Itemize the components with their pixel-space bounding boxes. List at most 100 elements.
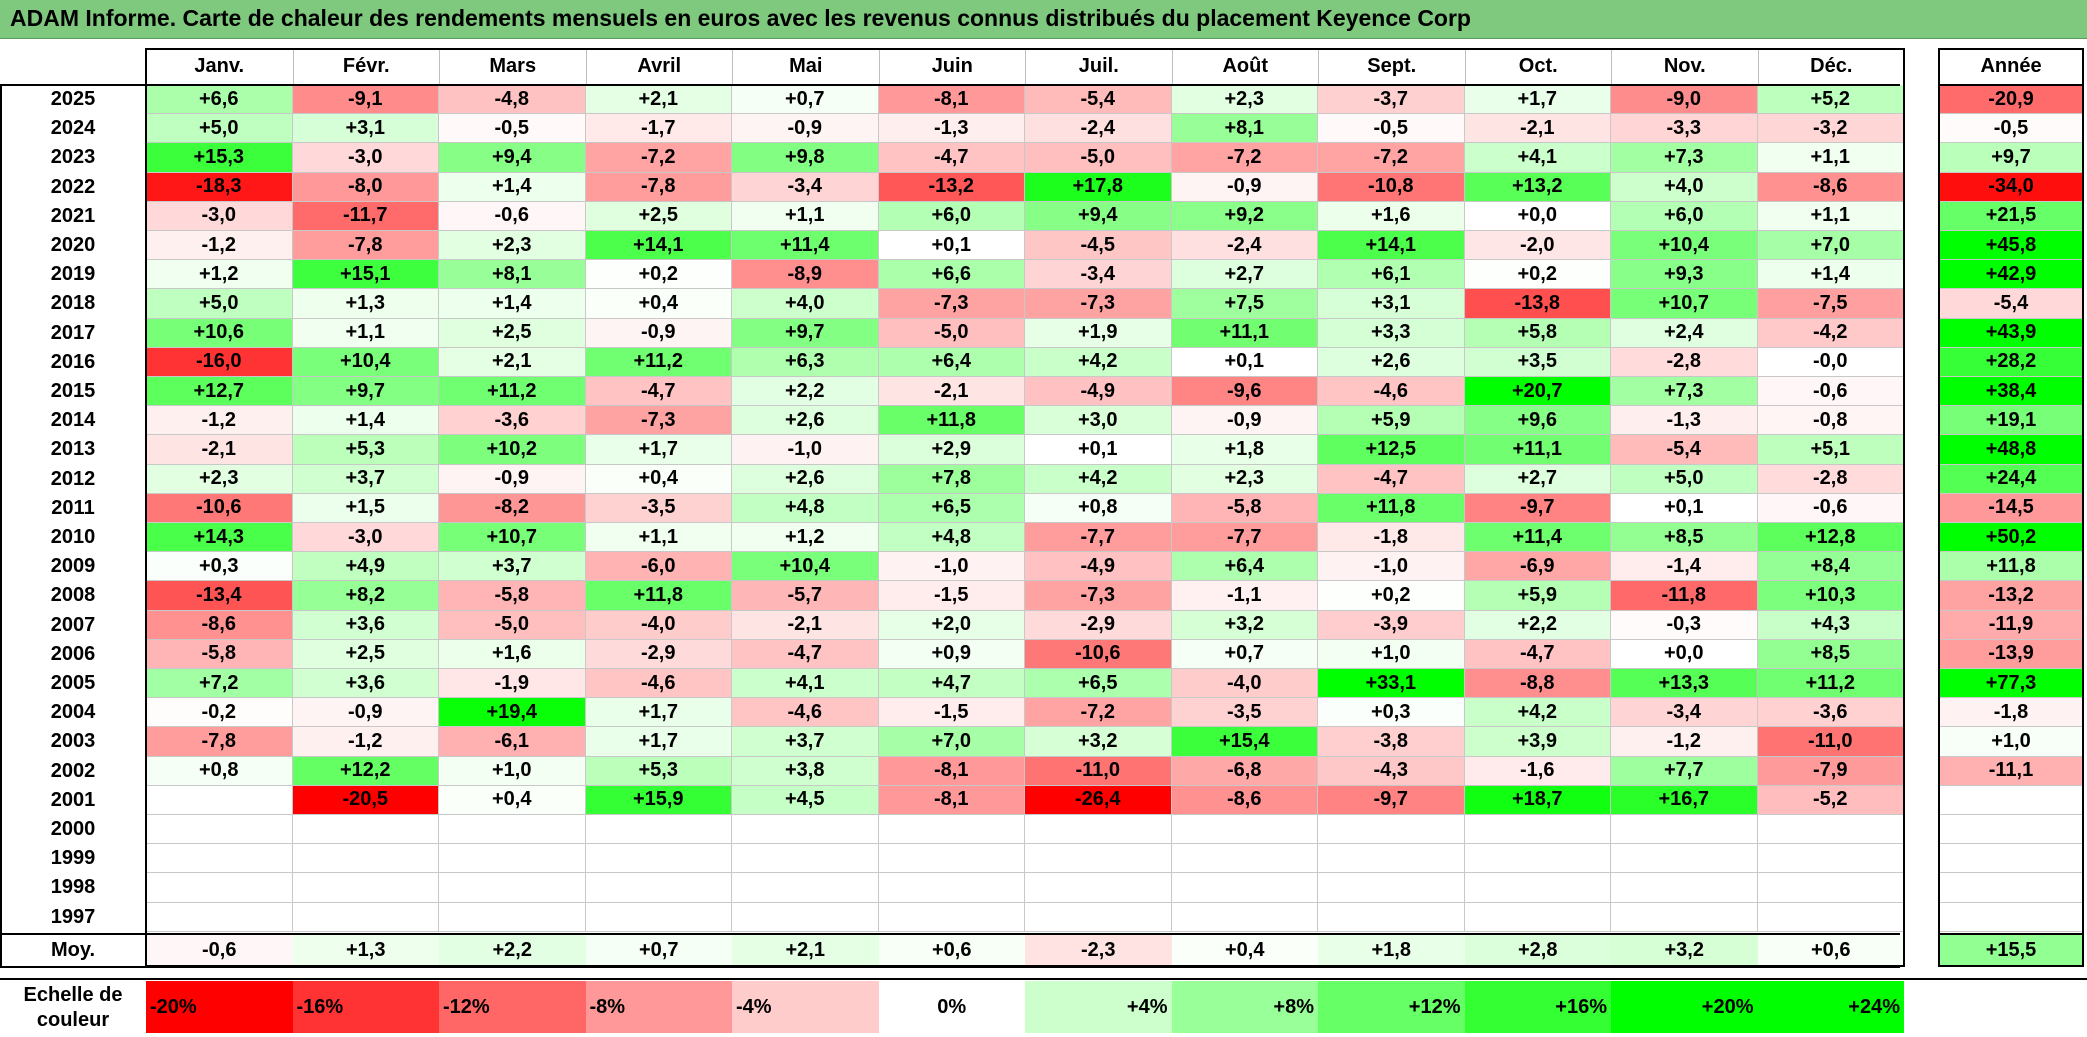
left-border — [0, 84, 2, 967]
average-cell: +0,6 — [1757, 934, 1904, 967]
heatmap-cell: +4,8 — [732, 493, 879, 523]
heatmap-cell: +5,2 — [1757, 85, 1904, 115]
heatmap-cell: +18,7 — [1464, 785, 1611, 815]
heatmap-cell: -26,4 — [1025, 785, 1172, 815]
heatmap-cell: +4,0 — [732, 289, 879, 319]
heatmap-cell: +0,8 — [146, 756, 293, 786]
year-label: 2016 — [50, 350, 96, 373]
heatmap-cell: +9,7 — [292, 377, 439, 407]
heatmap-cell: +4,2 — [1464, 698, 1611, 728]
heatmap-cell: +12,8 — [1757, 523, 1904, 553]
heatmap-cell: -7,8 — [292, 231, 439, 261]
annual-cell — [1938, 902, 2084, 932]
annual-cell: +43,9 — [1938, 318, 2084, 348]
heatmap-cell: -4,7 — [1464, 639, 1611, 669]
heatmap-cell: -8,6 — [1757, 172, 1904, 202]
year-label: 1999 — [50, 847, 96, 870]
heatmap-cell: -20,5 — [292, 785, 439, 815]
heatmap-cell: +4,9 — [292, 552, 439, 582]
heatmap-cell — [439, 815, 586, 845]
heatmap-cell: -1,6 — [1464, 756, 1611, 786]
heatmap-cell: -4,9 — [1025, 377, 1172, 407]
heatmap-cell: -4,7 — [585, 377, 732, 407]
year-label: 2021 — [50, 204, 96, 227]
heatmap-cell: +0,7 — [1171, 639, 1318, 669]
annual-cell: +11,8 — [1938, 552, 2084, 582]
heatmap-cell: -4,7 — [878, 143, 1025, 173]
heatmap-cell: +6,0 — [878, 201, 1025, 231]
heatmap-cell: -8,9 — [732, 260, 879, 290]
heatmap-cell: -1,3 — [878, 114, 1025, 144]
heatmap-cell: +3,0 — [1025, 406, 1172, 436]
heatmap-cell: -1,5 — [878, 581, 1025, 611]
heatmap-cell: -2,1 — [878, 377, 1025, 407]
heatmap-cell: -4,3 — [1318, 756, 1465, 786]
heatmap-cell: +7,5 — [1171, 289, 1318, 319]
heatmap-cell: -7,5 — [1757, 289, 1904, 319]
heatmap-cell: -1,2 — [292, 727, 439, 757]
heatmap-cell: +9,4 — [439, 143, 586, 173]
heatmap-cell — [1171, 873, 1318, 903]
heatmap-cell: -6,8 — [1171, 756, 1318, 786]
heatmap-cell: +2,9 — [878, 435, 1025, 465]
heatmap-cell: +4,0 — [1611, 172, 1758, 202]
annual-cell: +1,0 — [1938, 727, 2084, 757]
heatmap-cell: -0,5 — [439, 114, 586, 144]
heatmap-cell: +2,2 — [732, 377, 879, 407]
average-annual-cell: +15,5 — [1938, 934, 2084, 967]
heatmap-cell: +0,1 — [1171, 347, 1318, 377]
heatmap-cell: -5,4 — [1025, 85, 1172, 115]
heatmap-cell: +2,0 — [878, 610, 1025, 640]
average-cell: +2,2 — [439, 934, 586, 967]
heatmap-cell — [732, 902, 879, 932]
annual-cell — [1938, 844, 2084, 874]
heatmap-cell: -13,8 — [1464, 289, 1611, 319]
heatmap-cell: -5,8 — [439, 581, 586, 611]
heatmap-cell: +1,4 — [292, 406, 439, 436]
heatmap-cell: +1,1 — [585, 523, 732, 553]
annual-cell — [1938, 815, 2084, 845]
annual-cell: +42,9 — [1938, 260, 2084, 290]
color-scale-title: Echelle de couleur — [23, 984, 123, 1031]
annual-cell: +21,5 — [1938, 201, 2084, 231]
heatmap-cell: -7,7 — [1025, 523, 1172, 553]
heatmap-cell: +9,6 — [1464, 406, 1611, 436]
heatmap-cell: +7,7 — [1611, 756, 1758, 786]
annual-cell — [1938, 873, 2084, 903]
heatmap-cell: -0,9 — [439, 464, 586, 494]
heatmap-cell — [1757, 902, 1904, 932]
heatmap-cell: +0,1 — [1025, 435, 1172, 465]
month-header: Oct. — [1464, 48, 1612, 84]
annual-cell: +50,2 — [1938, 523, 2084, 553]
heatmap-cell: +8,2 — [292, 581, 439, 611]
heatmap-cell: +2,6 — [732, 406, 879, 436]
heatmap-cell: -5,0 — [1025, 143, 1172, 173]
heatmap-cell: -4,9 — [1025, 552, 1172, 582]
heatmap-cell: +2,6 — [1318, 347, 1465, 377]
heatmap-cell: +10,4 — [732, 552, 879, 582]
year-label: 2017 — [50, 321, 96, 344]
heatmap-cell: +3,3 — [1318, 318, 1465, 348]
heatmap-cell: -4,5 — [1025, 231, 1172, 261]
heatmap-cell — [1025, 873, 1172, 903]
heatmap-cell: +5,1 — [1757, 435, 1904, 465]
heatmap-cell: +2,6 — [732, 464, 879, 494]
heatmap-cell — [1464, 815, 1611, 845]
heatmap-cell: -0,9 — [292, 698, 439, 728]
heatmap-cell: +1,1 — [732, 201, 879, 231]
heatmap-cell — [1611, 902, 1758, 932]
month-header: Nov. — [1611, 48, 1758, 84]
heatmap-cell — [1757, 873, 1904, 903]
heatmap-cell: +1,0 — [439, 756, 586, 786]
heatmap-cell: +10,4 — [1611, 231, 1758, 261]
heatmap-cell: +8,1 — [1171, 114, 1318, 144]
heatmap-cell: +2,3 — [1171, 85, 1318, 115]
heatmap-cell: +6,6 — [146, 85, 293, 115]
color-scale-step: -20% — [146, 981, 293, 1033]
heatmap-cell: -3,6 — [439, 406, 586, 436]
heatmap-cell — [732, 873, 879, 903]
heatmap-cell: +8,5 — [1611, 523, 1758, 553]
year-label: 2002 — [50, 759, 96, 782]
heatmap-cell: -1,4 — [1611, 552, 1758, 582]
heatmap-cell: +6,3 — [732, 347, 879, 377]
